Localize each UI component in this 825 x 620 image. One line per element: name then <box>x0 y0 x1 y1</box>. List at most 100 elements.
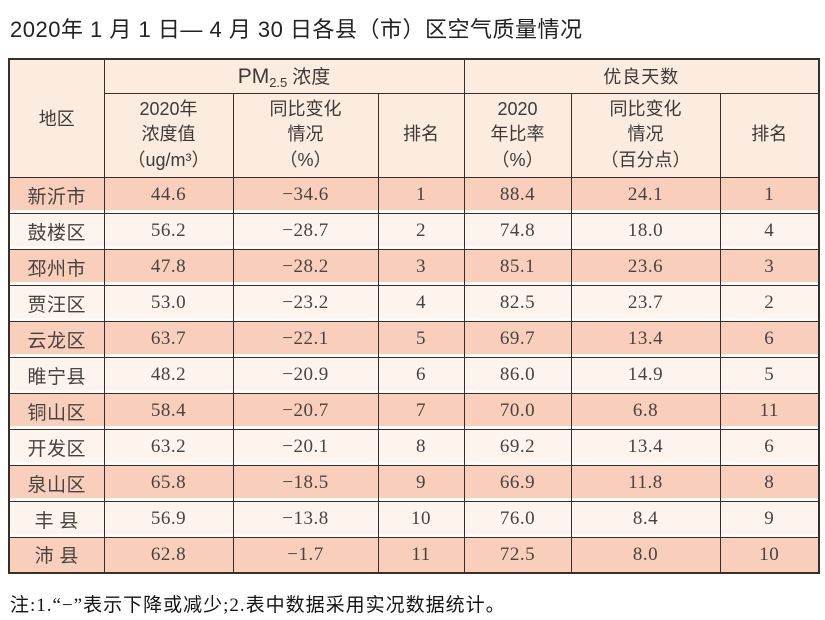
pm-subscript: 2.5 <box>269 75 288 91</box>
pm-value-cell: 53.0 <box>103 284 234 322</box>
table-row: 新沂市 44.6 −34.6 1 88.4 24.1 1 <box>8 176 820 214</box>
days-rank-cell: 2 <box>719 284 820 322</box>
table-row: 贾汪区 53.0 −23.2 4 82.5 23.7 2 <box>8 284 820 322</box>
days-rank-cell: 6 <box>719 428 820 466</box>
days-rank-cell: 5 <box>719 356 820 394</box>
column-header-days-rank: 排名 <box>719 92 820 178</box>
days-rank-cell: 11 <box>719 392 820 430</box>
pm-change-cell: −28.2 <box>232 248 379 286</box>
table-row: 沛 县 62.8 −1.7 11 72.5 8.0 10 <box>8 536 820 574</box>
pm-rank-cell: 5 <box>377 320 465 358</box>
pm-change-cell: −20.9 <box>232 356 379 394</box>
group-header-row: 地区 PM2.5 浓度 优良天数 <box>8 58 820 178</box>
table-row: 开发区 63.2 −20.1 8 69.2 13.4 6 <box>8 428 820 466</box>
days-rank-cell: 9 <box>719 500 820 538</box>
pm-value-cell: 63.2 <box>103 428 234 466</box>
table-row: 泉山区 65.8 −18.5 9 66.9 11.8 8 <box>8 464 820 502</box>
pm-rank-cell: 1 <box>377 176 465 214</box>
days-change-cell: 13.4 <box>570 428 721 466</box>
days-rate-cell: 69.7 <box>463 320 572 358</box>
pm-rank-cell: 8 <box>377 428 465 466</box>
table-header: 地区 PM2.5 浓度 优良天数 2020年 浓度值 （ug/m³） 同比变化 情… <box>8 58 820 178</box>
table-row: 睢宁县 48.2 −20.9 6 86.0 14.9 5 <box>8 356 820 394</box>
pm-concentration-label: 浓度 <box>292 67 331 89</box>
column-header-pm-value: 2020年 浓度值 （ug/m³） <box>103 92 234 178</box>
days-change-cell: 13.4 <box>570 320 721 358</box>
pm-value-cell: 62.8 <box>103 536 234 574</box>
pm-value-cell: 44.6 <box>103 176 234 214</box>
days-rate-cell: 72.5 <box>463 536 572 574</box>
days-rank-cell: 8 <box>719 464 820 502</box>
days-rate-cell: 82.5 <box>463 284 572 322</box>
column-header-pm-change: 同比变化 情况 （%） <box>232 92 379 178</box>
column-group-good-days: 优良天数 <box>463 58 820 94</box>
pm-change-cell: −1.7 <box>232 536 379 574</box>
pm-change-cell: −34.6 <box>232 176 379 214</box>
days-change-cell: 24.1 <box>570 176 721 214</box>
pm-change-cell: −28.7 <box>232 212 379 250</box>
region-cell: 铜山区 <box>8 392 105 430</box>
days-rate-cell: 86.0 <box>463 356 572 394</box>
pm-value-cell: 58.4 <box>103 392 234 430</box>
pm-change-cell: −20.7 <box>232 392 379 430</box>
days-rate-cell: 88.4 <box>463 176 572 214</box>
days-rank-cell: 6 <box>719 320 820 358</box>
region-cell: 鼓楼区 <box>8 212 105 250</box>
column-header-pm-rank: 排名 <box>377 92 465 178</box>
days-rate-cell: 69.2 <box>463 428 572 466</box>
days-change-cell: 18.0 <box>570 212 721 250</box>
pm-rank-cell: 10 <box>377 500 465 538</box>
days-change-cell: 8.4 <box>570 500 721 538</box>
pm-change-cell: −22.1 <box>232 320 379 358</box>
days-change-cell: 6.8 <box>570 392 721 430</box>
region-cell: 邳州市 <box>8 248 105 286</box>
table-row: 丰 县 56.9 −13.8 10 76.0 8.4 9 <box>8 500 820 538</box>
pm-rank-cell: 2 <box>377 212 465 250</box>
pm-value-cell: 47.8 <box>103 248 234 286</box>
region-cell: 新沂市 <box>8 176 105 214</box>
pm-value-cell: 48.2 <box>103 356 234 394</box>
days-change-cell: 23.6 <box>570 248 721 286</box>
days-change-cell: 23.7 <box>570 284 721 322</box>
table-row: 铜山区 58.4 −20.7 7 70.0 6.8 11 <box>8 392 820 430</box>
pm-rank-cell: 6 <box>377 356 465 394</box>
page-title: 2020年 1 月 1 日— 4 月 30 日各县（市）区空气质量情况 <box>10 17 583 42</box>
days-change-cell: 11.8 <box>570 464 721 502</box>
days-change-cell: 8.0 <box>570 536 721 574</box>
days-rank-cell: 4 <box>719 212 820 250</box>
table-row: 云龙区 63.7 −22.1 5 69.7 13.4 6 <box>8 320 820 358</box>
pm-rank-cell: 3 <box>377 248 465 286</box>
days-rate-cell: 74.8 <box>463 212 572 250</box>
footnote: 注:1.“−”表示下降或减少;2.表中数据采用实况数据统计。 <box>10 595 506 616</box>
pm-value-cell: 56.2 <box>103 212 234 250</box>
region-cell: 睢宁县 <box>8 356 105 394</box>
pm-change-cell: −23.2 <box>232 284 379 322</box>
region-cell: 开发区 <box>8 428 105 466</box>
pm-rank-cell: 7 <box>377 392 465 430</box>
column-header-days-change: 同比变化 情况 （百分点） <box>570 92 721 178</box>
days-rank-cell: 10 <box>719 536 820 574</box>
region-cell: 沛 县 <box>8 536 105 574</box>
days-rate-cell: 66.9 <box>463 464 572 502</box>
pm-value-cell: 56.9 <box>103 500 234 538</box>
air-quality-table: 地区 PM2.5 浓度 优良天数 2020年 浓度值 （ug/m³） 同比变化 情… <box>8 58 821 574</box>
pm-label: PM <box>237 65 270 89</box>
pm-rank-cell: 11 <box>377 536 465 574</box>
table-body: 新沂市 44.6 −34.6 1 88.4 24.1 1 鼓楼区 56.2 −2… <box>8 176 820 574</box>
region-cell: 丰 县 <box>8 500 105 538</box>
column-header-region: 地区 <box>8 58 105 178</box>
days-rank-cell: 1 <box>719 176 820 214</box>
table-row: 鼓楼区 56.2 −28.7 2 74.8 18.0 4 <box>8 212 820 250</box>
days-rank-cell: 3 <box>719 248 820 286</box>
table-row: 邳州市 47.8 −28.2 3 85.1 23.6 3 <box>8 248 820 286</box>
pm-rank-cell: 9 <box>377 464 465 502</box>
days-rate-cell: 70.0 <box>463 392 572 430</box>
column-header-days-rate: 2020 年比率 （%） <box>463 92 572 178</box>
pm-change-cell: −20.1 <box>232 428 379 466</box>
column-group-pm25: PM2.5 浓度 <box>103 58 465 94</box>
region-cell: 贾汪区 <box>8 284 105 322</box>
pm-value-cell: 63.7 <box>103 320 234 358</box>
pm-value-cell: 65.8 <box>103 464 234 502</box>
days-change-cell: 14.9 <box>570 356 721 394</box>
